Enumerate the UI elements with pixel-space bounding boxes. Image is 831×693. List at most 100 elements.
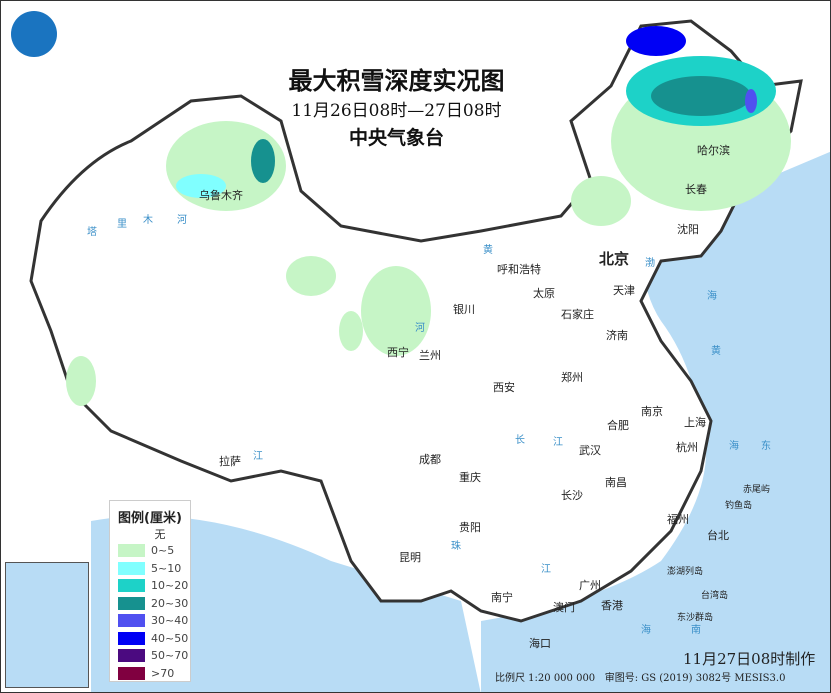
city-label: 石家庄 — [561, 308, 594, 321]
legend-item: 5~10 — [118, 560, 190, 578]
island-label: 台湾岛 — [701, 591, 729, 601]
water-label: 长 — [515, 435, 525, 446]
south-china-sea-inset — [5, 562, 89, 688]
legend-swatch — [118, 544, 145, 558]
city-label: 重庆 — [459, 471, 481, 484]
water-label: 黄 — [483, 245, 493, 256]
legend-swatch — [118, 614, 145, 628]
snow-10-20 — [251, 139, 275, 183]
legend-item: 40~50 — [118, 630, 190, 648]
water-label: 渤 — [645, 258, 655, 269]
legend-swatch — [118, 649, 145, 663]
water-label: 黄 — [711, 346, 721, 357]
legend-title: 图例(厘米) — [118, 511, 182, 526]
snow-5-10 — [176, 174, 226, 198]
legend-item: 10~20 — [118, 577, 190, 595]
legend-item: 30~40 — [118, 612, 190, 630]
cma-logo — [11, 11, 57, 57]
legend-label: 5~10 — [151, 561, 182, 575]
legend-label: 30~40 — [151, 614, 189, 628]
city-label: 呼和浩特 — [497, 263, 541, 276]
city-label: 成都 — [419, 453, 441, 466]
approval-number: 审图号: GS (2019) 3082号 MESIS3.0 — [604, 673, 786, 684]
legend: 图例(厘米) 无 0~5 5~10 10~20 20~30 30~40 40~50 50~7… — [109, 500, 191, 682]
scale: 比例尺 1:20 000 000 — [495, 673, 596, 684]
water-label: 南 — [691, 625, 701, 636]
island-label: 赤尾屿 — [743, 485, 771, 495]
city-label: 天津 — [613, 284, 635, 297]
snow-0-5 — [339, 311, 363, 351]
water-label: 河 — [177, 215, 187, 226]
city-label: 南京 — [641, 405, 663, 418]
city-label: 贵阳 — [459, 521, 481, 534]
water-label: 里 — [117, 219, 127, 230]
city-label: 南宁 — [491, 591, 513, 604]
sea — [481, 151, 830, 692]
legend-label: >70 — [151, 666, 175, 680]
legend-none: 无 — [154, 528, 166, 541]
city-label: 郑州 — [561, 371, 583, 384]
legend-swatch — [118, 666, 145, 680]
city-label: 澳门 — [553, 601, 575, 614]
snow-0-5 — [361, 266, 431, 356]
snow-0-5 — [286, 256, 336, 296]
legend-swatch — [118, 631, 145, 645]
legend-label: 0~5 — [151, 544, 175, 558]
snow-0-5 — [571, 176, 631, 226]
legend-label: 50~70 — [151, 649, 189, 663]
city-label: 北京 — [599, 250, 630, 268]
snow-30-40 — [745, 89, 757, 113]
city-label: 兰州 — [419, 349, 441, 362]
city-label: 沈阳 — [677, 223, 699, 236]
water-label: 东 — [761, 441, 771, 452]
legend-swatch — [118, 579, 145, 593]
city-label: 福州 — [667, 513, 689, 526]
city-label: 昆明 — [399, 551, 421, 564]
water-label: 木 — [143, 215, 153, 226]
map-issuer: 中央气象台 — [348, 127, 444, 149]
legend-swatch — [118, 561, 145, 575]
map-title: 最大积雪深度实况图 — [288, 67, 505, 95]
legend-item: >70 — [118, 665, 190, 683]
city-label: 长沙 — [561, 489, 583, 502]
city-label: 济南 — [606, 329, 628, 342]
map-period: 11月26日08时—27日08时 — [291, 101, 502, 121]
water-label: 河 — [415, 323, 425, 334]
legend-label: 10~20 — [151, 579, 189, 593]
water-label: 江 — [553, 437, 563, 448]
city-label: 哈尔滨 — [697, 144, 730, 157]
city-label: 广州 — [579, 579, 601, 592]
city-label: 拉萨 — [219, 455, 241, 468]
city-label: 香港 — [601, 599, 623, 612]
water-label: 海 — [729, 441, 739, 452]
made-time: 11月27日08时制作 — [683, 650, 816, 668]
water-label: 江 — [541, 564, 551, 575]
legend-item: 20~30 — [118, 595, 190, 613]
city-label: 太原 — [533, 287, 555, 300]
city-label: 杭州 — [676, 441, 698, 454]
city-label: 上海 — [684, 416, 706, 429]
city-label: 西安 — [493, 381, 515, 394]
legend-label: 40~50 — [151, 631, 189, 645]
water-label: 塔 — [87, 227, 97, 238]
scale-info: 比例尺 1:20 000 000 审图号: GS (2019) 3082号 ME… — [495, 673, 785, 685]
water-label: 海 — [641, 625, 651, 636]
legend-label: 20~30 — [151, 596, 189, 610]
snow-40-50 — [626, 26, 686, 56]
city-label: 长春 — [685, 183, 707, 196]
city-label: 南昌 — [605, 476, 627, 489]
city-label: 乌鲁木齐 — [199, 189, 243, 202]
water-label: 珠 — [451, 541, 461, 552]
island-label: 钓鱼岛 — [725, 501, 753, 511]
legend-item: 0~5 — [118, 542, 190, 560]
water-label: 江 — [253, 451, 263, 462]
city-label: 银川 — [453, 303, 475, 316]
island-label: 东沙群岛 — [677, 613, 714, 623]
snow-0-5 — [66, 356, 96, 406]
water-label: 海 — [707, 291, 717, 302]
city-label: 武汉 — [579, 444, 601, 457]
city-label: 台北 — [707, 529, 729, 542]
island-label: 澎湖列岛 — [667, 567, 704, 577]
